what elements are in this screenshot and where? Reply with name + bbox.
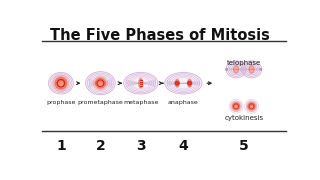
Circle shape [231,102,241,111]
Ellipse shape [226,61,246,78]
Ellipse shape [49,72,73,94]
Circle shape [249,104,254,109]
Text: The Five Phases of Mitosis: The Five Phases of Mitosis [50,28,270,43]
Circle shape [250,105,253,108]
Circle shape [93,76,108,90]
Ellipse shape [165,72,202,94]
Circle shape [233,103,239,110]
Circle shape [99,82,102,85]
Text: 3: 3 [136,139,146,153]
Text: 1: 1 [56,139,66,153]
Circle shape [95,78,106,88]
Circle shape [59,82,62,86]
Ellipse shape [249,66,254,73]
Circle shape [53,75,69,91]
Text: 5: 5 [239,139,249,153]
Text: telophase: telophase [227,60,261,66]
Circle shape [175,81,179,85]
Ellipse shape [233,66,239,73]
Ellipse shape [124,72,158,94]
Ellipse shape [242,61,262,78]
Ellipse shape [139,79,143,88]
Circle shape [97,80,104,86]
Circle shape [234,104,238,109]
Circle shape [247,102,256,111]
Circle shape [260,69,262,70]
Circle shape [55,77,67,89]
Text: cytokinesis: cytokinesis [224,115,263,121]
Ellipse shape [175,79,179,87]
Circle shape [226,69,228,70]
Ellipse shape [244,99,259,113]
Text: 4: 4 [179,139,188,153]
Circle shape [251,106,252,108]
Circle shape [59,81,63,86]
Text: prophase: prophase [46,100,76,105]
Circle shape [188,81,191,85]
Circle shape [248,103,255,110]
Circle shape [57,79,65,87]
Text: anaphase: anaphase [168,100,199,105]
Circle shape [235,106,237,108]
Text: 2: 2 [96,139,105,153]
Ellipse shape [86,72,115,95]
Ellipse shape [188,79,191,87]
Circle shape [235,105,237,108]
Circle shape [98,81,102,85]
Ellipse shape [229,99,243,113]
Text: metaphase: metaphase [123,100,158,105]
Text: prometaphase: prometaphase [77,100,123,105]
